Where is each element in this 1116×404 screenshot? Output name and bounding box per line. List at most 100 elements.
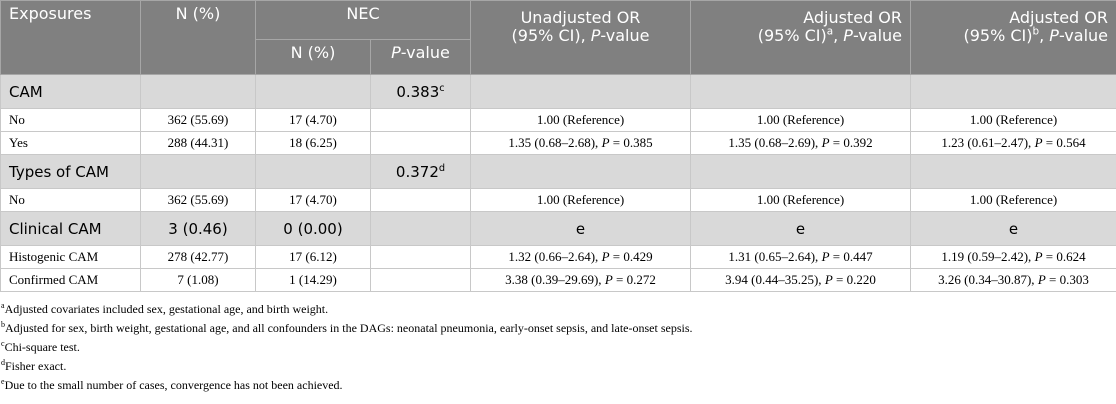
- superscript: c: [439, 82, 445, 94]
- table-row: CAM 0.383c: [0, 74, 1116, 109]
- footnote-mark: b: [1, 320, 5, 329]
- header-cell: N (%): [255, 39, 371, 75]
- table-cell: Types of CAM: [0, 154, 141, 189]
- table-cell: 1 (14.29): [255, 268, 371, 292]
- table-cell: 0.383c: [370, 74, 471, 109]
- table-cell: 1.00 (Reference): [690, 188, 911, 212]
- table-cell: e: [910, 211, 1116, 246]
- table-cell: No: [0, 108, 141, 132]
- empty-cell: [910, 74, 1116, 109]
- table-cell: 17 (6.12): [255, 245, 371, 269]
- table-cell: 17 (4.70): [255, 108, 371, 132]
- empty-cell: [910, 154, 1116, 189]
- header-text: Adjusted OR: [1009, 8, 1108, 27]
- cell-text: 0.383: [396, 82, 440, 101]
- empty-cell: [370, 131, 471, 155]
- footnote: aAdjusted covariates included sex, gesta…: [1, 300, 1116, 319]
- table-row: Types of CAM 0.372d: [0, 154, 1116, 189]
- table-cell: Yes: [0, 131, 141, 155]
- header-text: (95% CI), P-value: [511, 26, 650, 45]
- table-row: Clinical CAM 3 (0.46) 0 (0.00) e e e: [0, 211, 1116, 246]
- header-cell: N (%): [140, 0, 256, 75]
- table-cell: No: [0, 188, 141, 212]
- table-cell: 18 (6.25): [255, 131, 371, 155]
- superscript: d: [438, 162, 446, 174]
- footnote: dFisher exact.: [1, 357, 1116, 376]
- empty-cell: [255, 74, 371, 109]
- table-cell: 278 (42.77): [140, 245, 256, 269]
- header-cell: NEC: [255, 0, 471, 40]
- table-cell: 3.38 (0.39–29.69), P = 0.272: [470, 268, 691, 292]
- empty-cell: [255, 154, 371, 189]
- table-cell: 362 (55.69): [140, 108, 256, 132]
- footnote-text: Fisher exact.: [5, 359, 67, 373]
- empty-cell: [470, 154, 691, 189]
- empty-cell: [140, 154, 256, 189]
- header-cell: Adjusted OR (95% CI)b, P-value: [910, 0, 1116, 75]
- table-cell: 1.00 (Reference): [690, 108, 911, 132]
- table-cell: 17 (4.70): [255, 188, 371, 212]
- footnotes: aAdjusted covariates included sex, gesta…: [0, 300, 1116, 395]
- table-cell: CAM: [0, 74, 141, 109]
- table-header: Exposures N (%) NEC Unadjusted OR (95% CI…: [0, 0, 1116, 75]
- empty-cell: [370, 211, 471, 246]
- footnote: bAdjusted for sex, birth weight, gestati…: [1, 319, 1116, 338]
- table-cell: 0.372d: [370, 154, 471, 189]
- table-cell: Histogenic CAM: [0, 245, 141, 269]
- footnote-text: Adjusted for sex, birth weight, gestatio…: [5, 321, 693, 335]
- table-cell: 3.94 (0.44–35.25), P = 0.220: [690, 268, 911, 292]
- header-text: (95% CI): [963, 26, 1033, 45]
- table-row: No 362 (55.69) 17 (4.70) 1.00 (Reference) 1.…: [0, 108, 1116, 132]
- table-cell: 1.19 (0.59–2.42), P = 0.624: [910, 245, 1116, 269]
- header-cell: Adjusted OR (95% CI)a, P-value: [690, 0, 911, 75]
- footnote-mark: c: [1, 339, 5, 348]
- header-text: , P-value: [833, 26, 902, 45]
- header-text: Adjusted OR: [803, 8, 902, 27]
- footnote-mark: a: [1, 301, 5, 310]
- table-cell: 0 (0.00): [255, 211, 371, 246]
- header-text: (95% CI): [757, 26, 827, 45]
- table-cell: 1.31 (0.65–2.64), P = 0.447: [690, 245, 911, 269]
- table-cell: 1.00 (Reference): [470, 188, 691, 212]
- table-body: CAM 0.383c No 362 (55.69) 17 (4.70) 1.00 (Ref…: [0, 74, 1116, 292]
- empty-cell: [140, 74, 256, 109]
- table-cell: Clinical CAM: [0, 211, 141, 246]
- empty-cell: [370, 245, 471, 269]
- empty-cell: [690, 154, 911, 189]
- table-cell: e: [690, 211, 911, 246]
- footnote-mark: e: [1, 377, 5, 386]
- table-cell: 1.00 (Reference): [470, 108, 691, 132]
- cell-text: 0.372: [395, 162, 439, 181]
- header-cell: P-value: [370, 39, 471, 75]
- superscript: b: [1032, 25, 1040, 38]
- table-cell: 1.00 (Reference): [910, 188, 1116, 212]
- superscript: a: [826, 25, 834, 38]
- header-cell: Exposures: [0, 0, 141, 75]
- empty-cell: [370, 108, 471, 132]
- table-cell: e: [470, 211, 691, 246]
- footnote: cChi-square test.: [1, 338, 1116, 357]
- table-cell: Confirmed CAM: [0, 268, 141, 292]
- table-cell: 1.00 (Reference): [910, 108, 1116, 132]
- table-row: Confirmed CAM 7 (1.08) 1 (14.29) 3.38 (0.39…: [0, 268, 1116, 292]
- table-cell: 1.35 (0.68–2.68), P = 0.385: [470, 131, 691, 155]
- empty-cell: [690, 74, 911, 109]
- header-text: , P-value: [1039, 26, 1108, 45]
- empty-cell: [370, 188, 471, 212]
- table-cell: 3 (0.46): [140, 211, 256, 246]
- footnote-text: Due to the small number of cases, conver…: [4, 378, 343, 392]
- header-text: Unadjusted OR: [520, 8, 641, 27]
- table-cell: 7 (1.08): [140, 268, 256, 292]
- table-cell: 1.32 (0.66–2.64), P = 0.429: [470, 245, 691, 269]
- empty-cell: [470, 74, 691, 109]
- footnote-text: Chi-square test.: [4, 340, 80, 354]
- table: Exposures N (%) NEC Unadjusted OR (95% CI…: [0, 0, 1116, 292]
- empty-cell: [370, 268, 471, 292]
- table-row: Yes 288 (44.31) 18 (6.25) 1.35 (0.68–2.68),…: [0, 131, 1116, 155]
- table-cell: 1.35 (0.68–2.69), P = 0.392: [690, 131, 911, 155]
- table-cell: 3.26 (0.34–30.87), P = 0.303: [910, 268, 1116, 292]
- table-row: No 362 (55.69) 17 (4.70) 1.00 (Reference) 1.…: [0, 188, 1116, 212]
- table-cell: 362 (55.69): [140, 188, 256, 212]
- footnote-text: Adjusted covariates included sex, gestat…: [4, 302, 329, 316]
